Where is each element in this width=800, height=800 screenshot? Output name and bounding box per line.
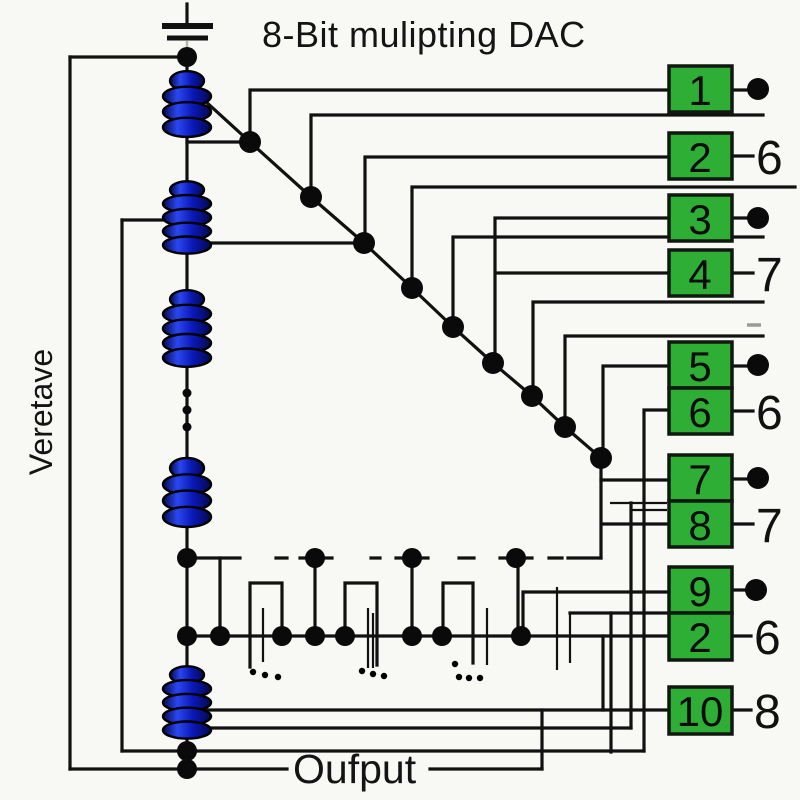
svg-text:5: 5	[688, 343, 711, 390]
dac-box-4: 4 7	[667, 248, 783, 302]
inductor-coils	[161, 70, 213, 740]
pin-label: 6	[756, 132, 783, 185]
svg-text:2: 2	[688, 614, 711, 661]
diagram-title: 8-Bit mulipting DAC	[262, 14, 586, 55]
terminal-dot	[745, 579, 767, 601]
svg-text:3: 3	[688, 196, 711, 243]
rail-ellipsis	[182, 388, 192, 432]
dac-box-2: 2 6	[667, 131, 783, 185]
inductor-coil	[161, 288, 213, 369]
terminal-dot	[747, 207, 769, 229]
output-label: Oufput	[293, 746, 417, 792]
inductor-coil	[161, 665, 213, 740]
terminal-dot	[747, 354, 769, 376]
dac-box-3: 3	[667, 193, 769, 243]
svg-text:2: 2	[688, 134, 711, 181]
dac-box-10: 10 8	[667, 685, 781, 739]
svg-text:4: 4	[688, 251, 711, 298]
dac-box-6: 6 6	[667, 386, 783, 440]
dac-boxes: 1 2 6 3 4 7 5 6	[667, 64, 783, 739]
r2r-diagonal	[201, 88, 797, 560]
dac-box-8: 8 7	[667, 499, 783, 553]
pin-label: 7	[756, 249, 783, 302]
svg-text:7: 7	[688, 456, 711, 503]
dac-box-5: 5	[667, 340, 769, 390]
pin-label: 6	[756, 387, 783, 440]
ground-symbol	[162, 2, 213, 56]
reference-label: Veretave	[23, 349, 59, 475]
output-mesh	[68, 408, 671, 771]
terminal-dot	[747, 78, 769, 100]
inductor-coil	[161, 70, 213, 139]
terminal-dot	[747, 467, 769, 489]
dac-box-7: 7	[667, 453, 769, 503]
svg-text:1: 1	[688, 67, 711, 114]
inductor-coil	[161, 456, 213, 529]
dac-box-2b: 2 6	[667, 611, 781, 665]
pin-label: 6	[754, 612, 781, 665]
svg-text:10: 10	[677, 688, 724, 735]
junction-dots	[177, 47, 612, 779]
pin-label: 8	[754, 686, 781, 739]
svg-text:8: 8	[688, 502, 711, 549]
pin-label: 7	[756, 500, 783, 553]
dac-box-1: 1	[667, 64, 769, 114]
svg-text:9: 9	[688, 568, 711, 615]
inductor-coil	[161, 180, 213, 255]
svg-text:6: 6	[688, 389, 711, 436]
